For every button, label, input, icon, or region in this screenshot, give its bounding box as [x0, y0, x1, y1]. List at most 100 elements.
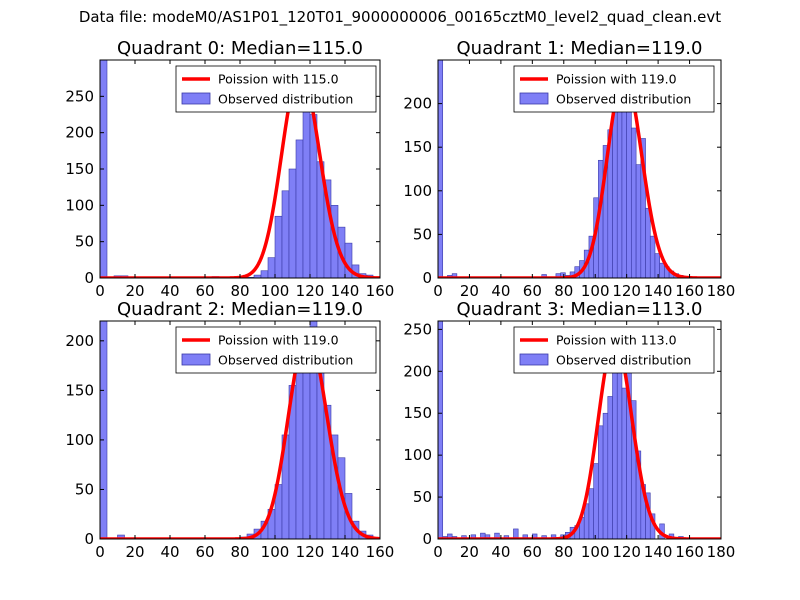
- subplot-quadrant-2: 0 20 40 60 80 100 120 140 160 0 50 100 150 200 Quadran…: [65, 299, 394, 561]
- histogram-bar: [598, 425, 604, 539]
- histogram-bar: [626, 85, 632, 278]
- x-tick-label: 40: [160, 543, 179, 561]
- histogram-bar: [438, 60, 444, 278]
- x-tick-label: 20: [460, 543, 479, 561]
- histogram-bar: [117, 534, 125, 539]
- histogram-bar: [513, 528, 519, 539]
- x-tick-label: 100: [261, 543, 290, 561]
- y-tick-label: 150: [65, 381, 94, 399]
- x-tick-label: 140: [644, 543, 673, 561]
- x-tick-label: 120: [296, 543, 325, 561]
- legend-bar-swatch: [181, 353, 211, 366]
- legend-bar-swatch: [519, 353, 549, 366]
- histogram-bar: [612, 362, 618, 539]
- x-tick-label: 100: [261, 282, 290, 300]
- y-tick-label: 250: [403, 320, 432, 338]
- legend-label-observed: Observed distribution: [218, 353, 353, 368]
- y-tick-label: 50: [413, 488, 432, 506]
- x-tick-label: 140: [331, 282, 360, 300]
- histogram-bar: [654, 253, 660, 278]
- legend: Poission with 115.0 Observed distribution: [175, 65, 377, 113]
- histogram-bar: [451, 273, 458, 278]
- y-tick-label: 50: [75, 480, 94, 498]
- x-tick-label: 20: [125, 543, 144, 561]
- histogram-bar: [631, 127, 637, 278]
- x-tick-label: 120: [612, 282, 641, 300]
- y-tick-label: 200: [403, 362, 432, 380]
- poisson-curve: [438, 73, 721, 278]
- y-tick-label: 200: [65, 124, 94, 142]
- histogram-bar: [274, 215, 283, 278]
- x-tick-label: 40: [491, 543, 510, 561]
- subplot-title: Quadrant 2: Median=119.0: [117, 299, 363, 320]
- histogram-bar: [295, 139, 304, 278]
- x-tick-label: 60: [523, 282, 542, 300]
- y-tick-label: 150: [403, 138, 432, 156]
- figure-title: Data file: modeM0/AS1P01_120T01_90000000…: [78, 8, 722, 26]
- x-tick-label: 20: [460, 282, 479, 300]
- x-tick-label: 60: [195, 282, 214, 300]
- histogram-bar: [295, 365, 304, 539]
- x-tick-label: 120: [296, 282, 325, 300]
- subplot-title: Quadrant 1: Median=119.0: [457, 38, 703, 59]
- x-tick-label: 40: [160, 282, 179, 300]
- legend-label-poisson: Poission with 113.0: [556, 333, 677, 348]
- x-tick-label: 80: [554, 282, 573, 300]
- legend-bar-swatch: [181, 92, 211, 105]
- x-tick-label: 0: [433, 282, 443, 300]
- y-tick-label: 50: [413, 225, 432, 243]
- legend-bar-swatch: [519, 92, 549, 105]
- y-tick-label: 0: [84, 269, 94, 287]
- x-tick-label: 40: [491, 282, 510, 300]
- y-tick-label: 100: [65, 196, 94, 214]
- x-tick-label: 80: [230, 282, 249, 300]
- x-tick-label: 180: [707, 282, 736, 300]
- y-tick-label: 0: [422, 530, 432, 548]
- histogram-bar: [588, 488, 594, 539]
- x-tick-label: 0: [433, 543, 443, 561]
- x-tick-label: 80: [554, 543, 573, 561]
- x-tick-label: 0: [95, 282, 105, 300]
- legend-label-poisson: Poission with 119.0: [218, 333, 339, 348]
- x-tick-label: 100: [581, 543, 610, 561]
- subplot-quadrant-1: 0 20 40 60 80 100 120 140 160 180050100150200Quad…: [403, 38, 735, 300]
- x-tick-label: 60: [523, 543, 542, 561]
- histogram-bar: [616, 345, 623, 539]
- x-tick-label: 160: [366, 543, 395, 561]
- histogram-bar: [288, 168, 297, 278]
- subplot-quadrant-3: 0 20 40 60 80 100 120 140 160 180050100150200250Q…: [403, 299, 735, 561]
- x-tick-label: 160: [675, 543, 704, 561]
- histogram-bar: [621, 387, 627, 539]
- histogram-bar: [659, 262, 665, 278]
- axes-frame: [437, 320, 722, 540]
- x-tick-label: 180: [707, 543, 736, 561]
- subplot-title: Quadrant 3: Median=113.0: [457, 299, 703, 320]
- axes-frame: [437, 59, 722, 279]
- legend: Poission with 119.0 Observed distribution: [175, 326, 377, 374]
- legend-label-poisson: Poission with 115.0: [218, 72, 339, 87]
- x-tick-label: 80: [230, 543, 249, 561]
- histogram-bar: [649, 235, 656, 278]
- histogram-bar: [494, 532, 500, 539]
- histogram-bar: [602, 412, 609, 539]
- x-tick-label: 140: [331, 543, 360, 561]
- legend: Poission with 113.0 Observed distribution: [513, 326, 715, 374]
- y-tick-label: 200: [403, 95, 432, 113]
- x-tick-label: 140: [644, 282, 673, 300]
- legend-label-poisson: Poission with 119.0: [556, 72, 677, 87]
- histogram-bar: [100, 321, 108, 539]
- poisson-curve: [438, 337, 721, 539]
- x-tick-label: 160: [366, 282, 395, 300]
- subplot-quadrant-0: 0 20 40 60 80 100 120 140 160 0 50 100 150 200 250 Quad…: [65, 38, 394, 300]
- x-tick-label: 120: [612, 543, 641, 561]
- y-tick-label: 50: [75, 233, 94, 251]
- y-tick-label: 150: [403, 404, 432, 422]
- legend-label-observed: Observed distribution: [218, 92, 353, 107]
- histogram-bars: [438, 60, 684, 278]
- subplot-title: Quadrant 0: Median=115.0: [117, 38, 363, 59]
- y-tick-label: 250: [65, 87, 94, 105]
- histogram-bar: [607, 396, 613, 539]
- histogram-bar: [645, 207, 651, 278]
- y-tick-label: 150: [65, 160, 94, 178]
